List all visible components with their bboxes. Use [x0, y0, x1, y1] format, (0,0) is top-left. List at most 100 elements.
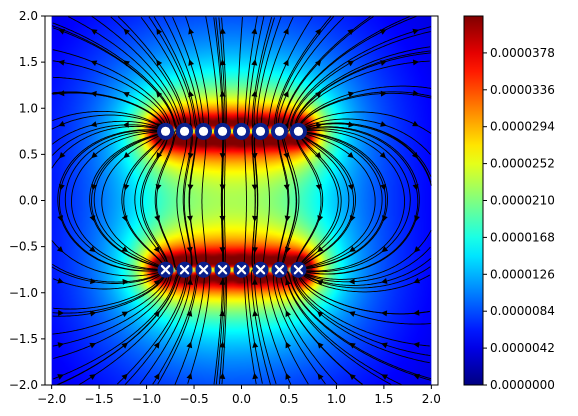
streamline-112 — [302, 131, 383, 270]
streamline-17 — [89, 132, 163, 269]
x-tick-label: −2.0 — [37, 392, 66, 406]
streamline-155 — [256, 16, 282, 129]
streamline-arrow — [251, 184, 258, 191]
streamline-arrow — [188, 59, 195, 66]
streamline-46 — [117, 16, 187, 128]
streamline-arrow — [57, 374, 64, 380]
streamline-arrow — [347, 183, 354, 191]
streamline-72 — [242, 273, 257, 385]
streamline-78 — [251, 130, 257, 271]
streamline-54 — [189, 133, 201, 268]
streamline-arrow — [283, 27, 289, 35]
streamline-arrow — [412, 90, 420, 97]
streamline-90 — [277, 135, 289, 267]
streamline-arrow — [156, 152, 163, 159]
streamline-arrow — [285, 373, 291, 380]
streamline-89 — [277, 135, 290, 267]
streamline-82 — [244, 16, 265, 130]
x-tick-label: 1.0 — [327, 392, 346, 406]
streamline-154 — [261, 135, 270, 266]
x-tick-label: −0.5 — [179, 392, 208, 406]
y-tick-label: 1.0 — [19, 101, 38, 115]
streamline-116 — [302, 123, 432, 186]
streamline-arrow — [123, 151, 130, 159]
streamline-152 — [242, 135, 247, 267]
streamline-21 — [52, 91, 166, 128]
streamline-arrow — [349, 373, 356, 381]
streamline-159 — [295, 46, 431, 129]
streamline-arrow — [155, 184, 162, 191]
positive-charge-symbol — [217, 126, 228, 136]
streamline-114 — [300, 133, 355, 267]
colorbar: 0.0000000 0.0000042 0.0000084 0.0000126 0.00… — [463, 15, 555, 392]
streamline-14 — [52, 273, 167, 317]
streamline-arrow — [252, 341, 259, 348]
streamline-12 — [78, 273, 183, 385]
y-tick-label: 0.0 — [19, 194, 38, 208]
streamline-73 — [244, 272, 263, 384]
x-axis: −2.0 −1.5 −1.0 −0.5 0.0 0.5 1.0 1.5 2.0 — [37, 385, 441, 406]
positive-charge-symbol — [293, 126, 304, 136]
streamline-arrow — [219, 27, 226, 34]
streamlines — [51, 16, 432, 385]
streamline-arrow — [89, 342, 97, 349]
streamline-94 — [264, 16, 313, 130]
streamline-75 — [254, 271, 277, 385]
streamline-63 — [213, 273, 224, 385]
streamline-arrow — [58, 120, 66, 127]
streamline-70 — [218, 17, 226, 127]
streamline-74 — [250, 269, 271, 385]
streamline-26 — [52, 273, 168, 335]
streamline-arrow — [123, 60, 130, 67]
y-tick-label: −0.5 — [9, 240, 38, 254]
streamline-111 — [301, 246, 431, 283]
streamline-138 — [302, 126, 419, 275]
colorbar-ticks: 0.0000000 0.0000042 0.0000084 0.0000126 0.00… — [483, 46, 555, 392]
streamline-arrow — [186, 372, 193, 380]
streamline-34 — [52, 22, 181, 131]
streamline-28 — [93, 133, 163, 269]
streamline-125 — [303, 131, 388, 270]
field-magnitude-heatmap — [51, 16, 432, 385]
y-tick-label: −2.0 — [9, 378, 38, 392]
streamline-arrow — [122, 92, 130, 98]
streamline-arrow — [317, 246, 324, 253]
streamline-62 — [215, 273, 225, 385]
streamline-102 — [295, 134, 322, 267]
streamline-arrow — [186, 215, 193, 222]
streamline-arrow — [156, 91, 163, 98]
streamline-arrow — [90, 60, 98, 67]
streamline-arrow — [187, 152, 194, 160]
colorbar-tick-label: 0.0000210 — [490, 194, 555, 208]
streamline-88 — [281, 134, 300, 267]
colorbar-tick-label: 0.0000252 — [490, 157, 555, 171]
streamline-32 — [51, 124, 162, 156]
streamline-arrow — [90, 29, 98, 35]
streamline-19 — [71, 131, 162, 271]
streamline-101 — [295, 135, 324, 267]
streamline-6 — [58, 129, 162, 272]
x-tick-label: 1.5 — [374, 392, 393, 406]
streamline-38 — [56, 272, 181, 385]
streamline-5 — [57, 129, 162, 272]
streamline-arrow — [219, 153, 226, 160]
streamline-arrow — [348, 278, 355, 285]
streamline-arrow — [347, 60, 355, 67]
streamline-37 — [124, 272, 188, 385]
streamline-58 — [172, 16, 205, 128]
streamline-141 — [298, 91, 432, 128]
streamline-158 — [299, 135, 339, 266]
streamline-80 — [253, 17, 275, 130]
negative-charge-symbol — [160, 264, 171, 275]
streamline-83 — [242, 16, 258, 129]
positive-charge-symbol — [274, 126, 285, 136]
streamline-84 — [259, 273, 292, 385]
streamline-143 — [284, 26, 432, 132]
streamline-118 — [291, 31, 431, 132]
streamline-115 — [301, 132, 376, 269]
streamline-arrow — [412, 28, 420, 35]
streamline-2 — [52, 273, 166, 314]
streamline-8 — [51, 114, 164, 130]
streamline-arrow — [412, 120, 419, 127]
